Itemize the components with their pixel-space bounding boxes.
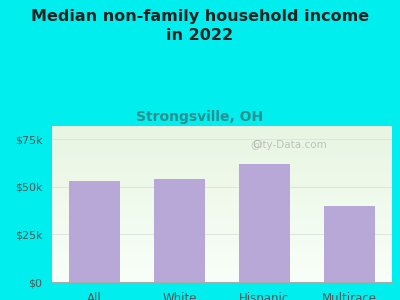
Bar xyxy=(69,181,120,282)
Text: City-Data.com: City-Data.com xyxy=(253,140,327,150)
Bar xyxy=(239,164,290,282)
Bar xyxy=(324,206,375,282)
Text: Median non-family household income
in 2022: Median non-family household income in 20… xyxy=(31,9,369,43)
Bar xyxy=(154,179,205,282)
Text: @: @ xyxy=(250,140,262,150)
Text: Strongsville, OH: Strongsville, OH xyxy=(136,110,264,124)
